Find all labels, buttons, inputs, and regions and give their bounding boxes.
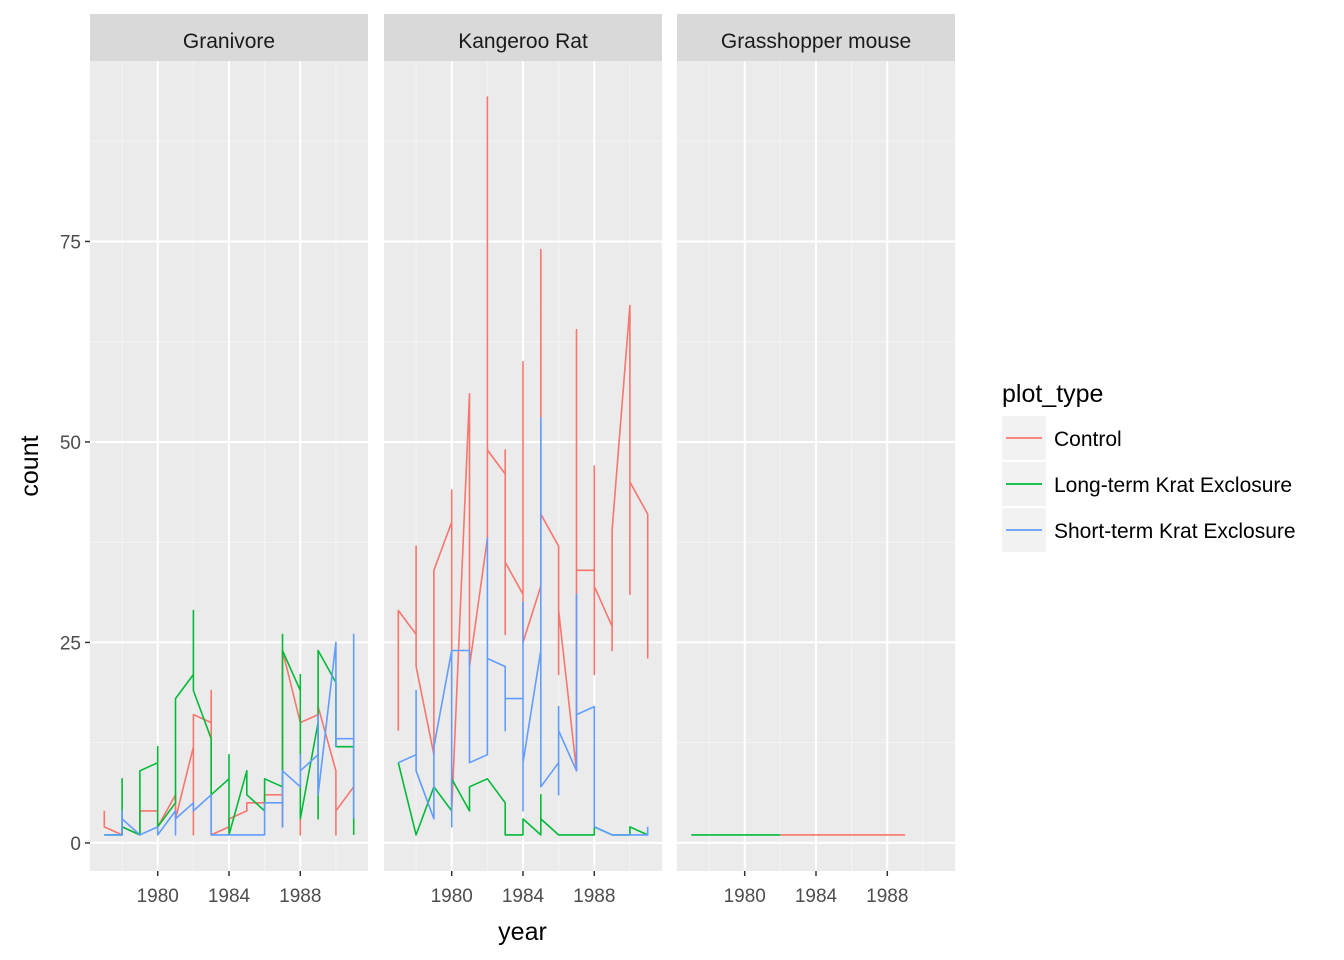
series-line-short-term-krat-exclosure: [104, 633, 355, 836]
x-tick-label: 1980: [137, 886, 179, 907]
x-tick-label: 1984: [502, 886, 545, 907]
legend-label: Control: [1054, 428, 1122, 451]
y-tick-label: 75: [60, 232, 81, 253]
x-tick-label: 1980: [431, 886, 473, 907]
series-line-short-term-krat-exclosure: [397, 417, 649, 836]
x-tick-label: 1988: [573, 886, 615, 907]
facet-strip-granivore: [90, 14, 368, 61]
x-tick-label: 1988: [279, 886, 321, 907]
legend-label: Short-term Krat Exclosure: [1054, 520, 1296, 543]
x-tick-label: 1980: [724, 886, 766, 907]
x-tick-label: 1984: [208, 886, 251, 907]
facet-label: Granivore: [183, 30, 275, 53]
y-tick-label: 25: [60, 633, 81, 654]
x-tick-label: 1984: [795, 886, 838, 907]
facet-strip-grasshopper-mouse: [677, 14, 955, 61]
x-tick-label: 1988: [866, 886, 908, 907]
y-tick-label: 0: [70, 834, 81, 855]
y-tick-label: 50: [60, 433, 81, 454]
facet-label: Kangeroo Rat: [458, 30, 588, 53]
x-axis-title: year: [498, 918, 547, 946]
facet-strip-kangeroo-rat: [384, 14, 662, 61]
legend-label: Long-term Krat Exclosure: [1054, 474, 1292, 497]
facet-label: Grasshopper mouse: [721, 30, 911, 53]
legend-title: plot_type: [1002, 380, 1103, 408]
y-axis-title: count: [16, 435, 44, 496]
